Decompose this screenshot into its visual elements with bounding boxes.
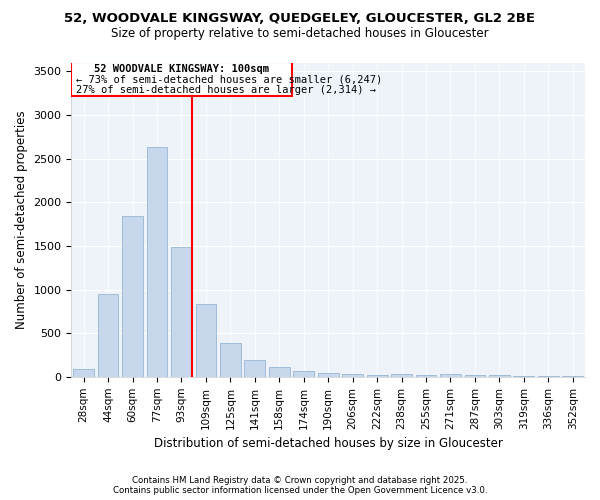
Bar bbox=[318, 373, 338, 377]
Bar bbox=[562, 376, 583, 377]
Bar bbox=[73, 368, 94, 377]
Text: 52 WOODVALE KINGSWAY: 100sqm: 52 WOODVALE KINGSWAY: 100sqm bbox=[94, 64, 269, 74]
Text: Contains HM Land Registry data © Crown copyright and database right 2025.
Contai: Contains HM Land Registry data © Crown c… bbox=[113, 476, 487, 495]
Bar bbox=[489, 375, 510, 377]
Bar bbox=[244, 360, 265, 377]
Bar bbox=[196, 304, 217, 377]
Bar bbox=[391, 374, 412, 377]
Y-axis label: Number of semi-detached properties: Number of semi-detached properties bbox=[15, 110, 28, 329]
Bar bbox=[122, 216, 143, 377]
Text: 52, WOODVALE KINGSWAY, QUEDGELEY, GLOUCESTER, GL2 2BE: 52, WOODVALE KINGSWAY, QUEDGELEY, GLOUCE… bbox=[65, 12, 536, 26]
Bar bbox=[416, 375, 436, 377]
Bar bbox=[146, 147, 167, 377]
Bar bbox=[171, 246, 192, 377]
Bar bbox=[269, 367, 290, 377]
Bar bbox=[440, 374, 461, 377]
Bar bbox=[367, 375, 388, 377]
Bar bbox=[464, 375, 485, 377]
Text: 27% of semi-detached houses are larger (2,314) →: 27% of semi-detached houses are larger (… bbox=[76, 85, 376, 95]
Text: ← 73% of semi-detached houses are smaller (6,247): ← 73% of semi-detached houses are smalle… bbox=[76, 74, 383, 85]
Bar bbox=[98, 294, 118, 377]
Text: Size of property relative to semi-detached houses in Gloucester: Size of property relative to semi-detach… bbox=[111, 28, 489, 40]
Bar bbox=[71, 62, 292, 96]
Bar bbox=[220, 343, 241, 377]
Bar bbox=[342, 374, 363, 377]
X-axis label: Distribution of semi-detached houses by size in Gloucester: Distribution of semi-detached houses by … bbox=[154, 437, 503, 450]
Bar bbox=[514, 376, 534, 377]
Bar bbox=[293, 371, 314, 377]
